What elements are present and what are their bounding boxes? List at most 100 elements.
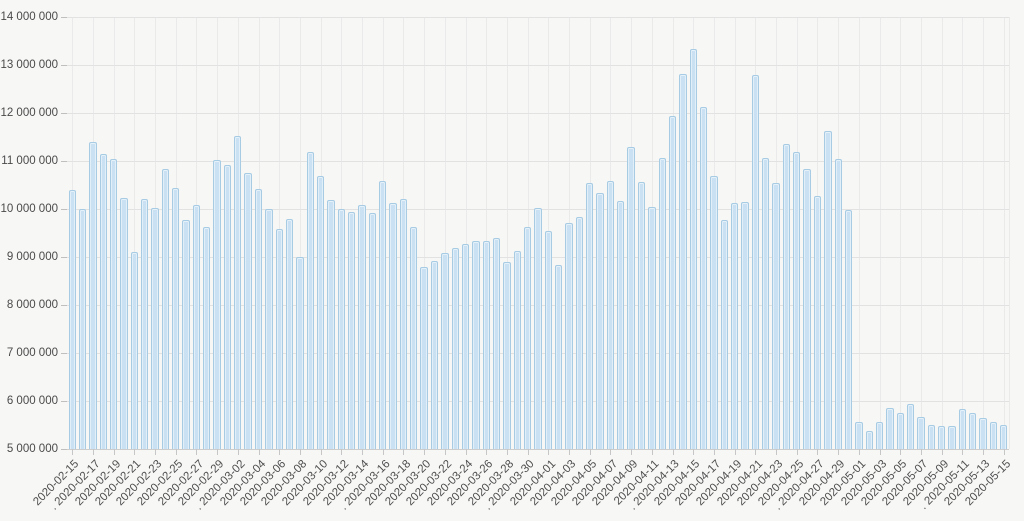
x-axis-tick [320,449,322,455]
v-gridline [486,17,488,449]
bar[interactable] [938,426,946,449]
bar[interactable] [523,227,532,449]
bar[interactable] [772,182,780,449]
bar[interactable] [430,260,439,449]
bar[interactable] [824,130,832,449]
bar[interactable] [161,169,169,449]
x-axis-tick [651,449,653,455]
bar[interactable] [782,144,791,449]
bar[interactable] [731,203,739,449]
bar[interactable] [99,153,107,449]
x-axis-tick [776,449,778,455]
bar[interactable] [720,220,728,449]
bar[interactable] [140,198,149,449]
x-axis-tick [796,449,798,455]
bar[interactable] [627,146,635,449]
bar[interactable] [265,209,273,449]
bar[interactable] [275,229,283,449]
bar[interactable] [741,202,749,449]
bar[interactable] [410,227,418,449]
bar[interactable] [648,206,656,449]
bar[interactable] [679,73,687,449]
bar[interactable] [534,207,542,449]
bar[interactable] [368,212,377,449]
bar[interactable] [347,211,356,449]
bar[interactable] [710,175,718,449]
bar[interactable] [906,404,915,449]
bar[interactable] [865,431,873,449]
bar[interactable] [896,413,904,449]
bar[interactable] [120,198,128,449]
x-axis-tick [465,449,467,455]
bar[interactable] [844,210,853,449]
bar[interactable] [803,169,811,449]
bar[interactable] [958,408,967,449]
bar[interactable] [658,157,666,449]
bar[interactable] [192,205,201,449]
bar[interactable] [182,220,190,449]
bar[interactable] [337,208,345,449]
bar[interactable] [451,248,459,449]
bar[interactable] [668,115,677,449]
bar[interactable] [834,159,842,449]
bar[interactable] [420,266,428,449]
bar[interactable] [544,231,553,449]
y-axis-label: 10 000 000 [0,203,58,215]
bar[interactable] [699,107,708,449]
bar[interactable] [875,422,884,449]
bar[interactable] [203,226,211,449]
bar[interactable] [78,209,87,449]
bar[interactable] [213,160,221,449]
bar[interactable] [1000,425,1008,449]
bar[interactable] [762,157,770,449]
bar[interactable] [989,421,998,449]
bar[interactable] [948,426,956,449]
bar[interactable] [751,74,760,449]
bar[interactable] [358,205,366,449]
x-axis-tick [424,449,426,455]
bar[interactable] [285,219,294,449]
bar[interactable] [244,172,252,449]
bar[interactable] [513,250,521,449]
bar[interactable] [917,417,925,449]
bar[interactable] [151,207,159,449]
bar[interactable] [503,262,511,449]
bar[interactable] [306,151,314,449]
bar[interactable] [223,164,232,449]
bar[interactable] [234,136,242,449]
bar[interactable] [327,199,335,449]
bar[interactable] [606,180,615,449]
bar[interactable] [689,48,697,449]
bar[interactable] [254,188,263,449]
bar[interactable] [296,256,304,449]
bar[interactable] [441,253,449,449]
bar[interactable] [586,182,594,449]
bar[interactable] [316,175,325,449]
bar[interactable] [813,196,822,449]
bar[interactable] [637,181,646,449]
bar[interactable] [886,408,894,449]
bar[interactable] [969,413,977,449]
bar[interactable] [89,141,97,449]
bar[interactable] [379,180,387,449]
x-axis-tick [672,449,674,455]
bar[interactable] [172,187,180,449]
bar[interactable] [482,240,490,449]
bar[interactable] [979,418,987,449]
bar[interactable] [596,193,604,449]
bar[interactable] [399,198,408,449]
bar[interactable] [855,421,863,449]
bar[interactable] [492,238,501,449]
bar[interactable] [565,222,573,449]
bar[interactable] [472,240,480,449]
bar[interactable] [555,265,563,449]
bar[interactable] [575,216,584,449]
bar[interactable] [68,189,76,449]
bar[interactable] [130,251,138,449]
bar[interactable] [793,152,801,449]
bar[interactable] [109,159,118,449]
bar[interactable] [461,244,470,449]
bar[interactable] [617,200,625,449]
bar[interactable] [927,424,936,449]
bar[interactable] [389,202,397,449]
